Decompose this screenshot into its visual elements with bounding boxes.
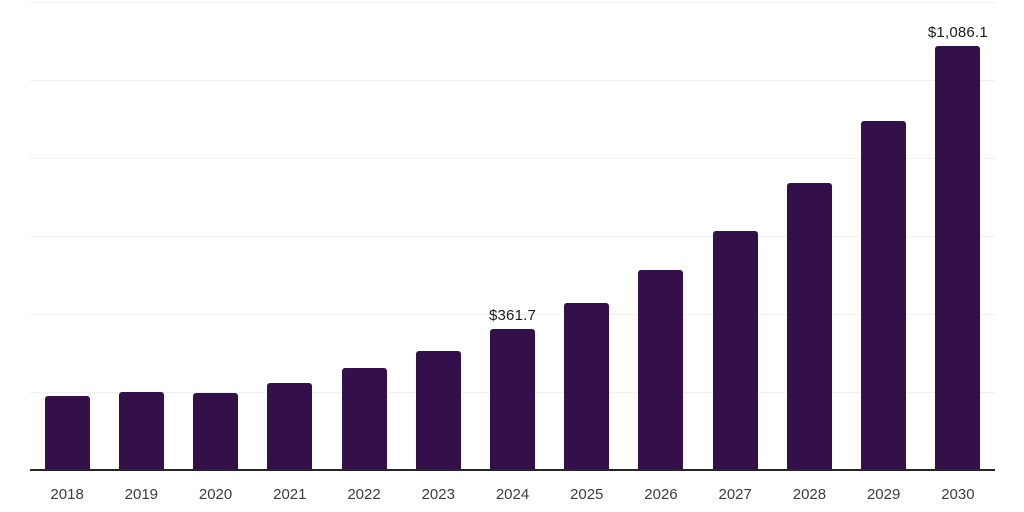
x-axis-line — [30, 469, 995, 471]
x-tick-2024: 2024 — [495, 486, 530, 503]
value-label-2030: $1,086.1 — [927, 24, 988, 42]
bar-2024 — [490, 328, 535, 470]
bar-2029 — [861, 121, 907, 470]
x-tick-2027: 2027 — [718, 486, 752, 503]
bar-2018 — [44, 396, 90, 470]
bar-2021 — [267, 382, 313, 470]
x-tick-2028: 2028 — [792, 486, 827, 503]
gridline — [30, 80, 995, 81]
bar-2026 — [638, 270, 684, 470]
bar-2025 — [564, 303, 610, 470]
x-tick-2020: 2020 — [198, 486, 233, 503]
x-tick-2025: 2025 — [570, 486, 604, 503]
x-tick-2026: 2026 — [644, 486, 678, 503]
bar-2030 — [935, 46, 981, 470]
bar-2019 — [118, 391, 164, 470]
gridline — [30, 158, 995, 159]
x-tick-2023: 2023 — [421, 486, 455, 503]
x-tick-2021: 2021 — [273, 486, 307, 503]
x-tick-2018: 2018 — [50, 486, 84, 503]
bar-2027 — [712, 231, 758, 470]
gridline — [30, 2, 995, 3]
bar-2028 — [786, 182, 832, 470]
x-tick-2030: 2030 — [941, 486, 975, 503]
bar-2022 — [341, 368, 387, 470]
x-tick-2029: 2029 — [866, 486, 901, 503]
bar-2020 — [193, 392, 239, 470]
gridline — [30, 236, 995, 237]
x-tick-2022: 2022 — [347, 486, 381, 503]
bar-2023 — [415, 350, 461, 470]
x-tick-2019: 2019 — [124, 486, 159, 503]
value-label-2024: $361.7 — [488, 306, 537, 324]
